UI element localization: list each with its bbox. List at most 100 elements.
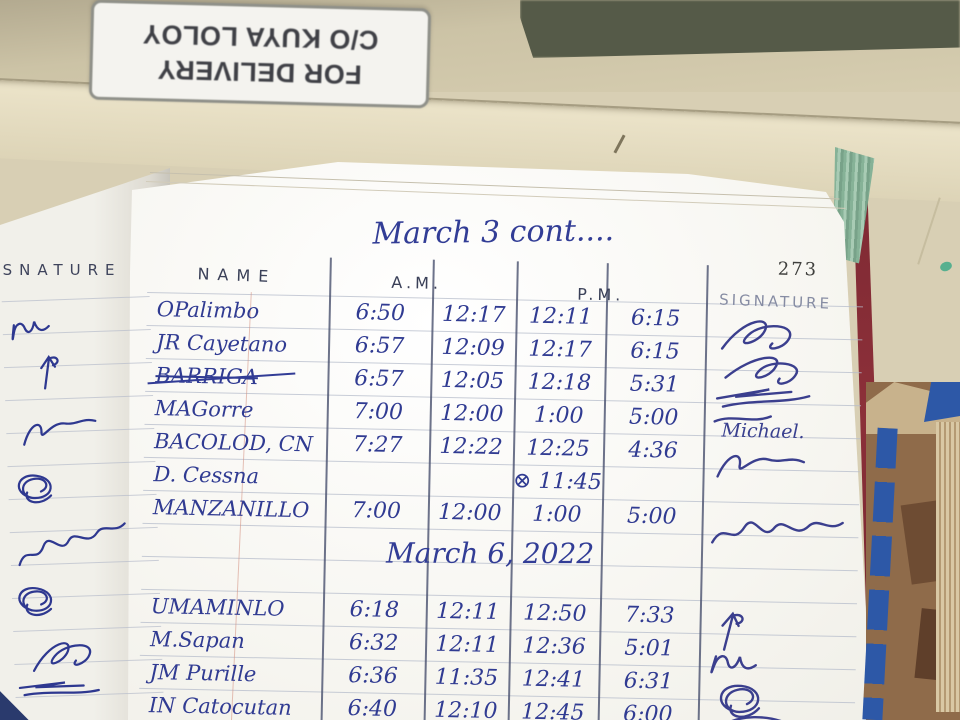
am-in-cell: 6:36 [348,663,398,690]
table-row: MANZANILLO 7:00 12:00 1:00 5:00 [145,490,858,544]
am-in-cell: 7:27 [352,432,403,459]
signature-cell [703,452,858,478]
am-out-cell: 12:10 [433,697,498,720]
pm-out-cell [602,483,702,485]
pm-out-cell: 6:00 [622,701,673,720]
cardboard-bundle [862,382,960,720]
pm-in-cell: 12:11 [528,303,593,330]
am-out-cell: 12:17 [441,301,506,329]
signature-cell [706,319,861,350]
left-page-signature-scribble [24,348,148,404]
signature-scribble [721,611,744,651]
column-header-name: NAME [197,264,277,287]
pm-out-cell: 4:36 [628,437,679,464]
am-in-cell: 7:00 [353,399,404,426]
name-cell: JR Cayetano [155,329,288,357]
name-cell: OPalimbo [156,296,260,323]
signature-scribble [720,319,792,350]
am-out-cell: 12:00 [439,400,504,428]
name-cell: D. Cessna [153,461,260,488]
left-page-signature-scribble [2,299,128,363]
pm-in-cell: 12:18 [527,369,592,396]
pm-out-cell: 6:31 [623,668,674,695]
pm-out-cell: 6:15 [630,305,681,332]
am-in-cell: 6:18 [349,597,400,624]
name-cell: MAGorre [154,395,254,422]
am-out-cell: 12:00 [437,499,502,527]
table-row: BACOLOD, CN 7:27 12:22 12:25 4:36 [146,424,859,478]
signature-scribble [17,474,53,504]
left-page-signature-scribble [10,675,133,720]
left-page-signature-scribble [20,631,144,689]
paper-stack-edge [936,422,960,712]
table-row: JR Cayetano 6:57 12:09 12:17 6:15 [148,325,861,385]
signature-scribble [18,681,100,697]
signature-scribble [11,321,50,341]
section-title-march6: March 6, 2022 [385,536,595,571]
signature-scribble [710,654,757,673]
name-cell: MANZANILLO [152,494,310,522]
signature-cell [699,650,854,673]
name-cell: BACOLOD, CN [153,428,314,456]
signature-scribble [719,684,761,718]
pm-in-cell: 12:45 [520,699,585,720]
signature-cell [705,353,860,385]
am-in-cell: 6:32 [348,630,399,657]
am-out-cell [428,479,512,481]
signature-scribble [18,587,53,617]
signature-scribble [23,418,97,446]
table-row: JM Purille 6:36 11:35 12:41 6:31 [141,655,854,718]
am-in-cell: 6:57 [354,366,404,393]
am-out-cell: 12:11 [435,598,500,626]
signature-scribble [711,715,804,720]
signature-cell [698,715,853,720]
table-row: OPalimbo 6:50 12:17 12:11 6:15 [148,292,861,350]
am-in-cell: 7:00 [351,498,402,525]
am-out-cell: 12:11 [435,631,500,659]
am-out-cell: 11:35 [434,664,499,692]
pm-out-cell: 5:31 [629,371,680,398]
signature-scribble [715,387,811,408]
name-cell: UMAMINLO [150,593,285,621]
signature-scribble [716,454,806,478]
march3-rows: OPalimbo 6:50 12:17 12:11 6:15 JR Cayeta… [145,292,861,544]
table-row: UMAMINLO 6:18 12:11 12:50 7:33 [143,589,856,651]
signature-cell: Michael. [704,414,859,443]
am-out-cell: 12:09 [441,334,506,362]
blue-strap [862,427,898,720]
left-page-signature-scribble [1,581,125,637]
section-title-march3: March 3 cont.... [372,213,615,252]
signature-scribble [40,354,59,390]
signature-scribble [18,522,126,567]
pm-in-cell: 12:36 [522,633,587,660]
pm-out-cell: 6:15 [630,338,681,365]
blue-tape [924,382,960,422]
name-cell: BARRIGA [147,362,327,390]
table-row: MAGorre 7:00 12:00 1:00 5:00 Michael. [147,391,860,443]
pm-in-cell: 1:00 [531,501,582,528]
am-in-cell: 6:40 [347,696,398,720]
pm-out-cell: 5:00 [626,503,677,530]
column-header-am: A.M. [391,272,443,293]
name-cell: M.Sapan [149,626,246,653]
left-page-signature-scribble [1,470,123,520]
name-cell: IN Catocutan [148,692,292,720]
am-in-cell: 6:57 [354,333,405,360]
signature-scribble [711,520,844,544]
signature-cell [702,518,857,544]
table-row: IN Catocutan 6:40 12:10 12:45 6:00 [141,688,854,720]
pm-in-cell: 12:25 [526,435,591,462]
am-in-cell: 6:50 [355,300,406,327]
left-page-signature-scribble [12,407,137,467]
right-page [128,162,872,720]
pm-in-cell: 12:50 [522,600,587,627]
signature-scribble [713,414,772,423]
table-row: M.Sapan 6:32 12:11 12:36 5:01 [142,622,855,673]
name-cell: JM Purille [149,659,257,686]
pm-in-cell: 12:41 [521,666,586,693]
shadow-band [520,0,960,58]
pm-in-cell: 1:00 [533,402,584,429]
pm-in-cell: ⊗ 11:45 [512,468,603,496]
